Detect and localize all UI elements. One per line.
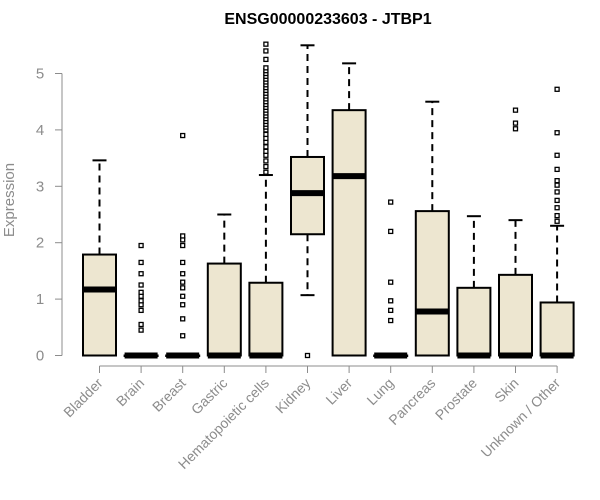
- x-tick-label: Unknown / Other: [478, 375, 564, 461]
- outlier-point: [263, 131, 269, 138]
- box: [456, 286, 492, 357]
- outlier-point: [180, 285, 186, 291]
- outlier-point: [263, 144, 269, 150]
- outlier-point: [554, 166, 560, 173]
- y-tick-label: 5: [36, 66, 44, 83]
- outlier-point: [138, 298, 144, 304]
- box: [82, 253, 117, 357]
- box: [331, 109, 367, 357]
- y-tick-label: 0: [36, 348, 44, 365]
- outlier-point: [263, 148, 269, 154]
- outlier-point: [554, 189, 560, 195]
- outlier-point: [180, 233, 186, 239]
- outlier-point: [554, 212, 560, 219]
- x-tick-label: Prostate: [432, 375, 480, 423]
- box-group: [206, 213, 242, 359]
- y-axis-label: Expression: [1, 163, 18, 237]
- outlier-point: [263, 163, 269, 170]
- outlier-point: [554, 218, 560, 224]
- outlier-point: [263, 48, 269, 54]
- outlier-point: [180, 333, 186, 339]
- x-tick-label: Brain: [113, 375, 147, 409]
- outlier-point: [138, 271, 144, 277]
- outlier-point: [554, 182, 560, 188]
- outlier-point: [263, 65, 269, 71]
- outlier-point: [388, 199, 394, 205]
- x-tick-label: Lung: [363, 375, 396, 408]
- box-group: [456, 215, 492, 359]
- outlier-point: [180, 271, 186, 277]
- box-group: [373, 199, 409, 359]
- outlier-point: [554, 178, 560, 184]
- outlier-point: [138, 242, 144, 249]
- box: [498, 273, 533, 357]
- y-tick-label: 4: [36, 122, 44, 139]
- outlier-point: [138, 282, 144, 288]
- outlier-point: [554, 152, 560, 158]
- outlier-point: [388, 298, 394, 304]
- outlier-point: [263, 56, 269, 63]
- outlier-point: [554, 86, 560, 92]
- outlier-point: [138, 289, 144, 295]
- outlier-point: [388, 317, 394, 324]
- outlier-point: [180, 316, 186, 322]
- box: [539, 301, 575, 357]
- y-tick-label: 3: [36, 178, 44, 195]
- box-group: [539, 86, 575, 359]
- x-tick-label: Bladder: [60, 375, 106, 421]
- outlier-point: [263, 169, 269, 175]
- box: [206, 262, 242, 357]
- box: [414, 210, 450, 357]
- outlier-point: [388, 228, 394, 235]
- y-tick-label: 1: [36, 291, 44, 308]
- outlier-point: [263, 41, 269, 47]
- outlier-point: [180, 132, 186, 139]
- x-tick-label: Kidney: [272, 375, 314, 417]
- y-tick-label: 2: [36, 235, 44, 252]
- outlier-point: [138, 259, 144, 266]
- outlier-point: [180, 293, 186, 299]
- box-group: [123, 242, 159, 359]
- outlier-point: [180, 242, 186, 249]
- box-group: [82, 159, 117, 357]
- box-group: [290, 44, 325, 359]
- x-tick-label: Skin: [491, 375, 522, 406]
- outlier-point: [554, 130, 560, 136]
- outlier-point: [512, 120, 519, 126]
- outlier-point: [388, 307, 394, 314]
- box-group: [498, 107, 533, 359]
- box-group: [414, 100, 450, 357]
- outlier-point: [180, 279, 186, 285]
- outlier-point: [388, 279, 394, 285]
- box-group: [248, 41, 284, 359]
- box-group: [331, 62, 367, 357]
- outlier-point: [304, 352, 311, 359]
- x-tick-label: Breast: [149, 375, 189, 415]
- outlier-point: [512, 126, 519, 132]
- x-tick-label: Liver: [322, 375, 355, 408]
- outlier-point: [512, 107, 519, 113]
- box-group: [165, 132, 201, 359]
- outlier-point: [554, 197, 560, 204]
- outlier-point: [138, 321, 144, 328]
- outlier-point: [554, 205, 560, 211]
- outlier-point: [180, 302, 186, 308]
- plot-area: [82, 41, 575, 359]
- outlier-point: [138, 307, 144, 314]
- outlier-point: [138, 327, 144, 333]
- chart-title: ENSG00000233603 - JTBP1: [224, 11, 431, 28]
- box: [248, 281, 284, 357]
- outlier-point: [263, 158, 269, 164]
- outlier-point: [180, 259, 186, 266]
